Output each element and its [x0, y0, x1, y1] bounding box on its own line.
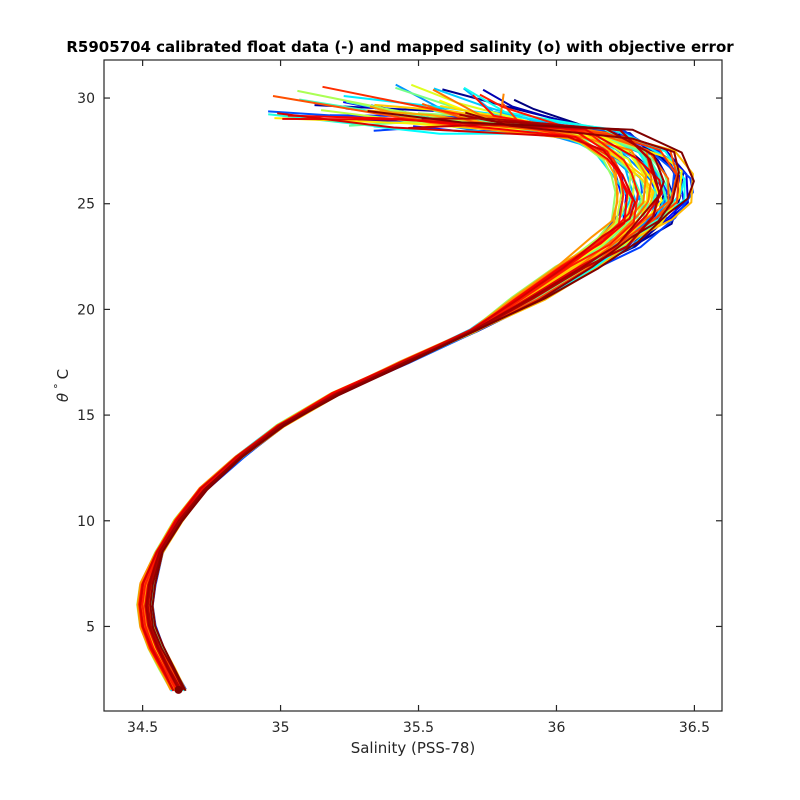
- profile-line: [137, 125, 624, 692]
- profile-line: [146, 102, 670, 692]
- y-axis-label-symbol: θ: [54, 393, 72, 402]
- x-axis-label: Salinity (PSS-78): [351, 739, 476, 757]
- profile-line: [147, 114, 669, 690]
- x-tick-label: 35: [272, 720, 290, 736]
- profile-line: [146, 104, 668, 691]
- profile-line: [139, 110, 643, 690]
- profile-line: [136, 105, 619, 691]
- profile-line: [138, 114, 629, 690]
- profile-line: [148, 95, 678, 691]
- profile-line: [145, 87, 667, 690]
- profile-line: [143, 112, 660, 691]
- profile-line: [146, 98, 665, 690]
- profile-line: [141, 113, 646, 692]
- chart-title: R5905704 calibrated float data (-) and m…: [66, 38, 734, 56]
- profile-line: [141, 93, 639, 690]
- profile-line: [142, 109, 644, 692]
- profile-line: [146, 123, 669, 692]
- profile-line: [137, 112, 623, 690]
- profile-line: [149, 104, 673, 690]
- profile-line: [144, 119, 650, 690]
- profile-line: [141, 93, 648, 691]
- profiles-group: [136, 83, 695, 694]
- y-tick-label: 20: [77, 302, 95, 318]
- profile-line: [147, 98, 669, 691]
- profile-line: [140, 87, 636, 692]
- profile-line: [139, 112, 636, 691]
- profile-line: [143, 103, 655, 690]
- profile-line: [151, 123, 694, 690]
- profile-line: [151, 105, 694, 691]
- profile-line: [149, 95, 686, 691]
- deep-end-point: [174, 685, 183, 694]
- y-axis-label-degree: °: [52, 383, 65, 389]
- profile-line: [142, 105, 653, 691]
- plot-frame: [103, 59, 723, 712]
- profile-line: [146, 123, 661, 691]
- profile-line: [141, 116, 649, 692]
- profile-line: [147, 109, 674, 692]
- y-tick-label: 15: [77, 408, 95, 424]
- profile-line: [137, 126, 632, 692]
- profile-line: [138, 89, 632, 690]
- profile-line: [142, 125, 657, 692]
- x-tick-label: 36: [548, 720, 566, 736]
- profile-line: [144, 118, 661, 690]
- profile-line: [149, 111, 680, 691]
- profile-line: [143, 88, 653, 692]
- y-axis-label: θ ° C: [52, 369, 72, 402]
- y-tick-label: 30: [77, 91, 95, 107]
- y-tick-label: 5: [86, 619, 95, 635]
- profile-line: [146, 117, 661, 690]
- profile-line: [143, 100, 659, 692]
- profile-line: [149, 86, 686, 692]
- x-tick-label: 35.5: [403, 720, 434, 736]
- y-tick-label: 10: [77, 514, 95, 530]
- x-axis: 34.5 35 35.5 36 36.5: [127, 60, 710, 736]
- profile-line: [138, 85, 625, 690]
- profile-line: [150, 104, 689, 691]
- x-tick-label: 34.5: [127, 720, 158, 736]
- profile-line: [139, 83, 642, 691]
- y-axis: 5 10 15 20 25 30: [77, 91, 722, 635]
- profile-line: [140, 83, 636, 690]
- profile-line: [139, 94, 634, 692]
- profile-line: [148, 117, 683, 690]
- profile-line: [144, 117, 663, 691]
- profile-line: [140, 120, 647, 690]
- profile-line: [147, 110, 676, 690]
- profile-line: [149, 101, 685, 692]
- profile-line: [148, 119, 678, 691]
- x-tick-label: 36.5: [679, 720, 710, 736]
- profile-line: [145, 113, 665, 691]
- y-axis-label-unit: C: [54, 369, 72, 379]
- profile-line: [136, 112, 617, 690]
- profile-line: [147, 86, 675, 691]
- profile-line: [144, 99, 663, 692]
- profile-line: [151, 110, 695, 692]
- profile-line: [150, 88, 682, 690]
- profile-line: [136, 109, 619, 690]
- profile-line: [138, 107, 628, 690]
- profile-line: [149, 88, 685, 690]
- y-tick-label: 25: [77, 197, 95, 213]
- profile-line: [148, 103, 680, 692]
